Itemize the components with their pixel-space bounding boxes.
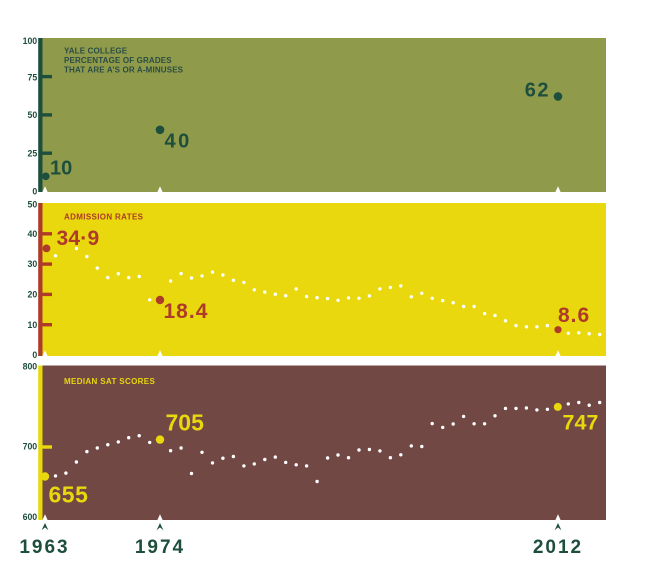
svg-text:40: 40: [165, 131, 192, 153]
svg-text:10: 10: [27, 320, 37, 330]
svg-text:0: 0: [32, 350, 37, 360]
svg-text:25: 25: [27, 148, 37, 158]
svg-text:1974: 1974: [135, 537, 185, 558]
svg-text:62: 62: [525, 80, 550, 102]
svg-text:20: 20: [27, 290, 37, 300]
svg-text:34·9: 34·9: [57, 227, 100, 250]
svg-text:30: 30: [27, 259, 37, 269]
svg-text:PERCENTAGE OF GRADES: PERCENTAGE OF GRADES: [64, 56, 172, 65]
svg-text:655: 655: [49, 482, 89, 508]
svg-text:50: 50: [27, 110, 37, 120]
svg-text:ADMISSION RATES: ADMISSION RATES: [64, 213, 144, 222]
svg-text:800: 800: [23, 361, 38, 371]
svg-text:2012: 2012: [533, 537, 583, 558]
svg-text:40: 40: [27, 229, 37, 239]
svg-text:700: 700: [23, 442, 38, 452]
svg-text:8.6: 8.6: [558, 304, 590, 327]
svg-text:100: 100: [23, 36, 38, 46]
svg-text:747: 747: [563, 411, 599, 435]
svg-text:YALE COLLEGE: YALE COLLEGE: [64, 47, 128, 56]
svg-text:MEDIAN SAT SCORES: MEDIAN SAT SCORES: [64, 377, 155, 386]
svg-text:600: 600: [23, 512, 38, 522]
svg-text:75: 75: [27, 72, 37, 82]
svg-text:1963: 1963: [19, 537, 69, 558]
svg-text:THAT ARE A’S OR A-MINUSES: THAT ARE A’S OR A-MINUSES: [64, 65, 184, 74]
svg-text:0: 0: [32, 186, 37, 196]
svg-text:10: 10: [50, 158, 72, 180]
svg-text:50: 50: [27, 200, 37, 210]
svg-text:705: 705: [166, 410, 205, 436]
svg-text:18.4: 18.4: [164, 300, 209, 323]
